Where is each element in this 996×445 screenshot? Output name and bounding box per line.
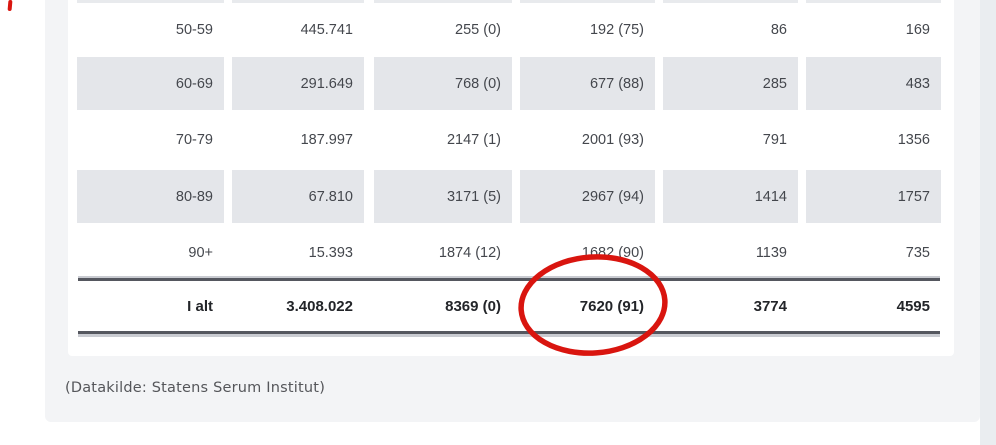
table-cell: 791 [762, 131, 787, 148]
table-cell: 291.649 [232, 57, 364, 110]
table-cell: 483 [806, 57, 941, 110]
table-cell: 3171 (5) [374, 170, 512, 223]
table-cell: I alt [187, 297, 213, 315]
table-row: 50-59 445.741 255 (0) 192 (75) 86 169 [68, 4, 954, 56]
table-cell: 2147 (1) [446, 131, 501, 148]
table-cell: 90+ [188, 244, 213, 261]
table-cell: 445.741 [300, 22, 353, 38]
table-cell: 67.810 [232, 170, 364, 223]
table-row: 90+ 15.393 1874 (12) 1682 (90) 1139 735 [68, 226, 954, 279]
table-cell: 169 [905, 22, 930, 38]
source-note: (Datakilde: Statens Serum Institut) [65, 380, 326, 396]
total-row-top-rule [78, 278, 940, 281]
table-cell: 192 (75) [589, 22, 644, 38]
table-cell: 1757 [806, 170, 941, 223]
table-cell: 2967 (94) [520, 170, 655, 223]
table-cell: 60-69 [77, 57, 224, 110]
red-pen-mark [7, 0, 13, 12]
table-cell: 1414 [663, 170, 798, 223]
table-cell: 50-59 [175, 22, 213, 38]
table-cell: 1139 [755, 244, 787, 261]
table-cell: 768 (0) [374, 57, 512, 110]
table-cell: 187.997 [300, 131, 353, 148]
table-cell: 1874 (12) [438, 244, 501, 261]
table-cell: 255 (0) [455, 22, 501, 38]
table-cell: 7620 (91) [579, 297, 644, 315]
data-table-card: 50-59 445.741 255 (0) 192 (75) 86 169 60… [68, 0, 954, 356]
table-cell: 1682 (90) [581, 244, 644, 261]
table-row: 80-89 67.810 3171 (5) 2967 (94) 1414 175… [68, 170, 954, 223]
table-cell: 8369 (0) [445, 297, 501, 315]
table-row: 60-69 291.649 768 (0) 677 (88) 285 483 [68, 57, 954, 110]
right-edge-strip [980, 0, 996, 445]
table-cell: 3.408.022 [286, 297, 353, 315]
table-cell: 86 [770, 22, 787, 38]
table-cell: 677 (88) [520, 57, 655, 110]
table-cell: 80-89 [77, 170, 224, 223]
total-row: I alt 3.408.022 8369 (0) 7620 (91) 3774 … [68, 282, 954, 330]
cutoff-row-remnant [68, 0, 954, 3]
table-cell: 1356 [897, 131, 930, 148]
table-cell: 4595 [896, 297, 930, 315]
total-row-bottom-rule [78, 331, 940, 334]
table-cell: 70-79 [175, 131, 213, 148]
table-cell: 2001 (93) [581, 131, 644, 148]
table-cell: 3774 [753, 297, 787, 315]
table-row: 70-79 187.997 2147 (1) 2001 (93) 791 135… [68, 113, 954, 166]
table-cell: 735 [905, 244, 930, 261]
table-cell: 15.393 [308, 244, 353, 261]
table-cell: 285 [663, 57, 798, 110]
